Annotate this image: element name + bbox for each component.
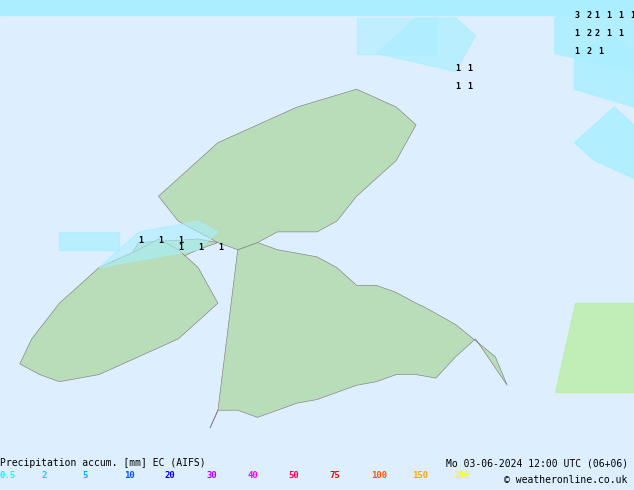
Text: 1: 1 (574, 29, 579, 38)
Text: 1: 1 (467, 82, 472, 91)
Text: 75: 75 (330, 471, 340, 480)
Text: 1: 1 (178, 243, 183, 252)
Text: 1: 1 (606, 29, 611, 38)
Polygon shape (377, 18, 476, 72)
Text: 50: 50 (288, 471, 299, 480)
Text: 1: 1 (158, 236, 164, 245)
Text: 1: 1 (606, 11, 611, 20)
Polygon shape (20, 239, 218, 382)
Text: 2: 2 (586, 11, 592, 20)
Text: 1: 1 (598, 47, 604, 55)
Text: Mo 03-06-2024 12:00 UTC (06+06): Mo 03-06-2024 12:00 UTC (06+06) (446, 458, 628, 468)
Polygon shape (555, 303, 634, 392)
Text: 0.5: 0.5 (0, 471, 16, 480)
Text: 30: 30 (206, 471, 217, 480)
Text: 1: 1 (218, 243, 223, 252)
Polygon shape (356, 18, 436, 53)
Text: 1: 1 (595, 11, 599, 20)
Text: 150: 150 (412, 471, 428, 480)
Text: 1: 1 (456, 82, 461, 91)
Text: 1: 1 (574, 47, 579, 55)
Text: © weatheronline.co.uk: © weatheronline.co.uk (504, 475, 628, 485)
Polygon shape (210, 243, 507, 428)
Text: 1: 1 (618, 11, 623, 20)
Polygon shape (574, 36, 634, 107)
Text: 100: 100 (371, 471, 387, 480)
Text: 1: 1 (198, 243, 203, 252)
Text: 10: 10 (124, 471, 134, 480)
Text: 1: 1 (139, 236, 144, 245)
Text: 40: 40 (247, 471, 258, 480)
Text: 20: 20 (165, 471, 176, 480)
Text: Precipitation accum. [mm] EC (AIFS): Precipitation accum. [mm] EC (AIFS) (0, 458, 205, 468)
Polygon shape (99, 221, 218, 268)
Text: 1: 1 (467, 64, 472, 74)
Text: 5: 5 (82, 471, 87, 480)
Text: 200: 200 (453, 471, 469, 480)
Text: 3: 3 (574, 11, 579, 20)
Text: 2: 2 (586, 47, 592, 55)
Text: 2: 2 (41, 471, 46, 480)
Polygon shape (555, 0, 634, 72)
Polygon shape (60, 232, 119, 250)
Text: 2: 2 (595, 29, 599, 38)
Polygon shape (158, 89, 416, 250)
Text: 2: 2 (586, 29, 592, 38)
Polygon shape (119, 239, 218, 275)
Text: 1: 1 (456, 64, 461, 74)
Text: 1: 1 (630, 11, 634, 20)
Text: 1: 1 (178, 236, 183, 245)
Polygon shape (574, 107, 634, 178)
Text: 1: 1 (618, 29, 623, 38)
